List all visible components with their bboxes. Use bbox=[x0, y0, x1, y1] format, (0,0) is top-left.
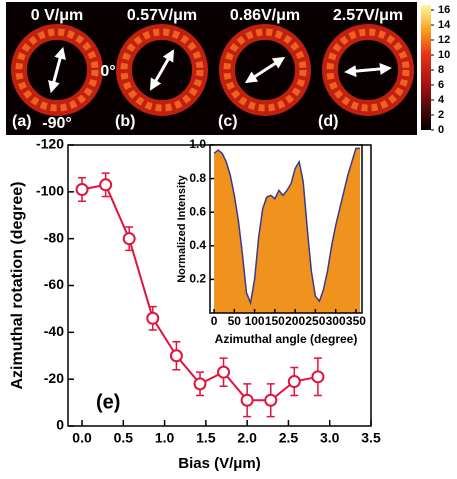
y-tick-label: 0.2 bbox=[189, 272, 206, 286]
y-tick-label: 0.4 bbox=[189, 238, 206, 252]
voltage-label: 0 V/μm bbox=[31, 7, 83, 24]
y-tick-label: -100 bbox=[36, 183, 64, 199]
x-tick-label: 200 bbox=[285, 314, 305, 328]
angle-label: -90° bbox=[42, 115, 72, 132]
y-tick-label: 0.6 bbox=[189, 204, 206, 218]
y-tick-label: 1.0 bbox=[189, 137, 206, 151]
x-tick-label: 300 bbox=[326, 314, 346, 328]
colorbar-tick-label: 6 bbox=[438, 79, 444, 91]
colorbar-tick-label: 16 bbox=[438, 4, 450, 16]
x-tick-label: 3.0 bbox=[320, 430, 340, 446]
data-point bbox=[217, 365, 231, 379]
panel-letter: (d) bbox=[318, 113, 338, 130]
colorbar-tick-label: 4 bbox=[438, 94, 445, 106]
data-point bbox=[311, 370, 325, 384]
x-axis-label: Bias (V/μm) bbox=[178, 455, 261, 472]
annotation: (e) bbox=[96, 391, 120, 413]
y-tick-label: -120 bbox=[36, 136, 64, 152]
ring bbox=[326, 28, 410, 112]
data-point bbox=[122, 232, 136, 246]
x-tick-label: 50 bbox=[228, 314, 242, 328]
data-point bbox=[169, 349, 183, 363]
x-tick-label: 350 bbox=[346, 314, 366, 328]
x-tick-label: 2.5 bbox=[279, 430, 299, 446]
ring bbox=[223, 28, 307, 112]
y-tick-label: -60 bbox=[44, 276, 64, 292]
x-tick-label: 2.0 bbox=[237, 430, 257, 446]
voltage-label: 0.57V/μm bbox=[127, 7, 197, 24]
y-tick-label: -40 bbox=[44, 323, 64, 339]
polarization-arrow bbox=[149, 49, 175, 91]
colorbar-tick-label: 8 bbox=[438, 64, 444, 76]
image-panels bbox=[6, 2, 417, 135]
x-tick-label: 0.0 bbox=[72, 430, 92, 446]
polarization-arrow bbox=[244, 56, 286, 84]
colorbar-tick-label: 2 bbox=[438, 109, 444, 121]
x-tick-label: 1.0 bbox=[155, 430, 175, 446]
data-point bbox=[75, 182, 89, 196]
colorbar-tick-label: 14 bbox=[438, 19, 451, 31]
y-tick-label: 0 bbox=[56, 417, 64, 433]
x-tick-label: 250 bbox=[305, 314, 325, 328]
y-tick-label: -80 bbox=[44, 229, 64, 245]
colorbar bbox=[421, 5, 431, 130]
panel-letter: (a) bbox=[12, 113, 32, 130]
colorbar-tick-label: 10 bbox=[438, 49, 450, 61]
polarization-arrow bbox=[344, 62, 392, 78]
y-axis-label: Normalized Intensity bbox=[176, 174, 188, 282]
ring bbox=[15, 28, 99, 112]
colorbar-tick-label: 0 bbox=[438, 124, 444, 136]
angle-label: 0° bbox=[100, 63, 115, 80]
y-axis-label: Azimuthal rotation (degree) bbox=[9, 181, 26, 389]
x-tick-label: 150 bbox=[265, 314, 285, 328]
x-tick-label: 1.5 bbox=[196, 430, 216, 446]
data-point bbox=[99, 178, 113, 192]
y-tick-label: -20 bbox=[44, 370, 64, 386]
x-tick-label: 3.5 bbox=[361, 430, 381, 446]
panel-letter: (c) bbox=[218, 113, 238, 130]
voltage-label: 0.86V/μm bbox=[230, 7, 300, 24]
area-line bbox=[213, 147, 360, 306]
panel-letter: (b) bbox=[115, 113, 135, 130]
x-axis-label: Azimuthal angle (degree) bbox=[215, 332, 358, 346]
data-point bbox=[146, 311, 160, 325]
data-point bbox=[287, 375, 301, 389]
axes-frame bbox=[209, 144, 363, 314]
x-tick-label: 0.5 bbox=[114, 430, 134, 446]
x-tick-label: 0 bbox=[211, 314, 218, 328]
colorbar-tick-label: 12 bbox=[438, 34, 450, 46]
voltage-label: 2.57V/μm bbox=[333, 7, 403, 24]
polarization-arrow bbox=[48, 46, 66, 94]
ring bbox=[120, 28, 204, 112]
data-point bbox=[240, 393, 254, 407]
area-fill bbox=[214, 148, 360, 313]
y-tick-label: 0.8 bbox=[189, 171, 206, 185]
x-tick-label: 100 bbox=[245, 314, 265, 328]
data-point bbox=[264, 393, 278, 407]
data-point bbox=[193, 377, 207, 391]
